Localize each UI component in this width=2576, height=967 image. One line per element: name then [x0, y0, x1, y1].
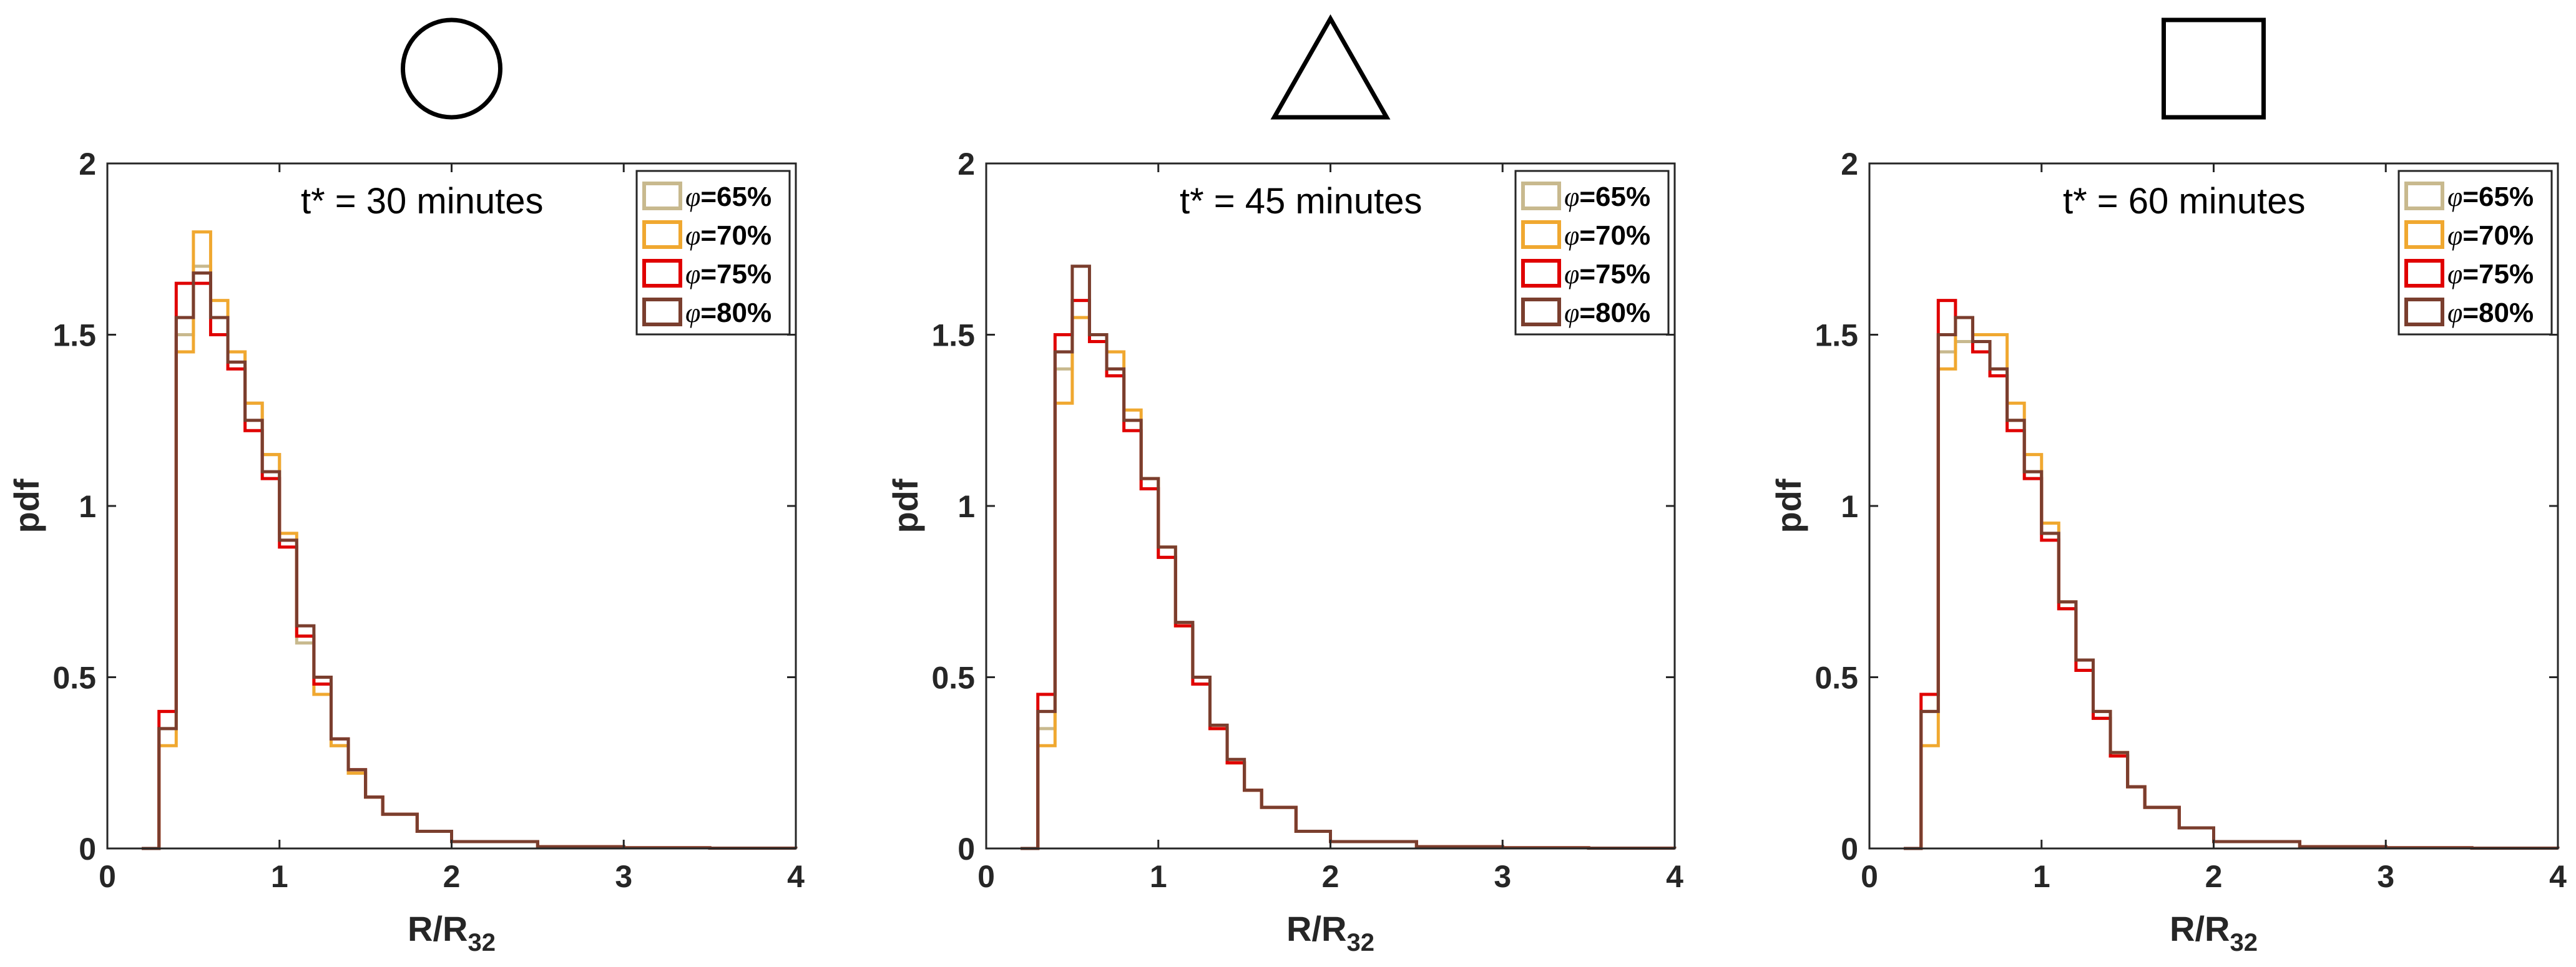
- y-tick-label: 1.5: [1814, 318, 1858, 353]
- y-tick-label: 1: [79, 489, 96, 524]
- legend-swatch: [642, 220, 682, 249]
- x-tick-label: 0: [99, 859, 116, 894]
- x-tick-label: 0: [977, 859, 995, 894]
- x-tick-label: 0: [1861, 859, 1878, 894]
- y-tick-label: 1.5: [52, 318, 96, 353]
- legend-box: [635, 170, 791, 336]
- chart-panel-1: 0 1 2 3 4 0 0.5 1 1.5 2 R/R32 pdf t* = 30 minutes φ=6…: [7, 17, 805, 956]
- y-tick-label: 0.5: [52, 661, 96, 696]
- series-line-75: [1904, 299, 2560, 850]
- legend-box: [1514, 170, 1670, 336]
- x-tick-label: 2: [2205, 859, 2223, 894]
- x-tick-label: 3: [615, 859, 632, 894]
- y-tick-label: 1: [1841, 489, 1858, 524]
- y-tick-label: 0: [1841, 832, 1858, 867]
- x-tick-label: 2: [1322, 859, 1339, 894]
- legend-swatch: [1521, 298, 1561, 326]
- legend-swatch: [2404, 182, 2444, 210]
- legend-entry: φ=80%: [685, 298, 771, 328]
- x-tick-label: 4: [787, 859, 805, 894]
- legend-swatch: [1521, 259, 1561, 288]
- x-tick-label: 3: [2377, 859, 2394, 894]
- time-annotation: t* = 30 minutes: [301, 181, 544, 221]
- legend-entry: φ=80%: [2447, 298, 2534, 328]
- y-tick-label: 0: [79, 832, 96, 867]
- y-tick-label: 2: [1841, 147, 1858, 182]
- x-axis-label: R/R32: [408, 909, 496, 956]
- y-tick-label: 0: [957, 832, 975, 867]
- legend-box: [2397, 170, 2553, 336]
- legend: φ=65% φ=70% φ=75% φ=80%: [2397, 170, 2553, 336]
- legend-swatch: [1521, 182, 1561, 210]
- time-annotation: t* = 45 minutes: [1180, 181, 1423, 221]
- legend-swatch: [2404, 220, 2444, 249]
- x-tick-label: 2: [443, 859, 461, 894]
- legend-swatch: [2404, 298, 2444, 326]
- y-tick-label: 0.5: [931, 661, 975, 696]
- series-line-65: [142, 265, 798, 850]
- y-tick-label: 2: [957, 147, 975, 182]
- legend-entry: φ=75%: [1564, 259, 1650, 289]
- y-tick-label: 1: [957, 489, 975, 524]
- x-axis-label: R/R32: [2170, 909, 2258, 956]
- legend-entry: φ=75%: [2447, 259, 2534, 289]
- series-line-65: [1021, 316, 1677, 850]
- legend-entry: φ=80%: [1564, 298, 1650, 328]
- legend-entry: φ=65%: [1564, 182, 1650, 212]
- x-tick-label: 3: [1494, 859, 1511, 894]
- series-line-75: [142, 281, 798, 850]
- legend-swatch: [1521, 220, 1561, 249]
- legend: φ=65% φ=70% φ=75% φ=80%: [635, 170, 791, 336]
- triangle-icon: [1270, 14, 1391, 120]
- legend-swatch: [642, 259, 682, 288]
- y-tick-label: 0.5: [1814, 661, 1858, 696]
- time-annotation: t* = 60 minutes: [2063, 181, 2306, 221]
- x-tick-label: 1: [1150, 859, 1167, 894]
- legend-entry: φ=70%: [685, 220, 771, 251]
- legend-entry: φ=65%: [685, 182, 771, 212]
- series-line-70: [1904, 316, 2560, 850]
- x-tick-label: 4: [1666, 859, 1683, 894]
- legend-entry: φ=70%: [2447, 220, 2534, 251]
- legend-swatch: [2404, 259, 2444, 288]
- x-tick-label: 1: [271, 859, 288, 894]
- y-tick-label: 1.5: [931, 318, 975, 353]
- series-line-80: [1904, 316, 2560, 850]
- series-line-80: [142, 271, 798, 850]
- series-line-70: [1021, 316, 1677, 850]
- legend-entry: φ=65%: [2447, 182, 2534, 212]
- chart-panel-3: 0 1 2 3 4 0 0.5 1 1.5 2 R/R32 pdf t* = 60 minutes φ=6…: [1769, 17, 2567, 956]
- legend: φ=65% φ=70% φ=75% φ=80%: [1514, 170, 1670, 336]
- series-line-80: [1021, 265, 1677, 850]
- x-tick-label: 4: [2549, 859, 2567, 894]
- series-line-75: [1021, 299, 1677, 850]
- legend-swatch: [642, 298, 682, 326]
- x-tick-label: 1: [2033, 859, 2050, 894]
- y-axis-label: pdf: [886, 479, 925, 533]
- y-tick-label: 2: [79, 147, 96, 182]
- y-axis-label: pdf: [1769, 479, 1808, 533]
- legend-entry: φ=70%: [1564, 220, 1650, 251]
- legend-entry: φ=75%: [685, 259, 771, 289]
- square-icon: [2162, 17, 2266, 120]
- circle-icon: [401, 17, 502, 120]
- legend-swatch: [642, 182, 682, 210]
- series-line-65: [1904, 339, 2560, 850]
- chart-panel-2: 0 1 2 3 4 0 0.5 1 1.5 2 R/R32 pdf t* = 45 minutes φ=6…: [886, 14, 1683, 956]
- y-axis-label: pdf: [7, 479, 46, 533]
- x-axis-label: R/R32: [1286, 909, 1374, 956]
